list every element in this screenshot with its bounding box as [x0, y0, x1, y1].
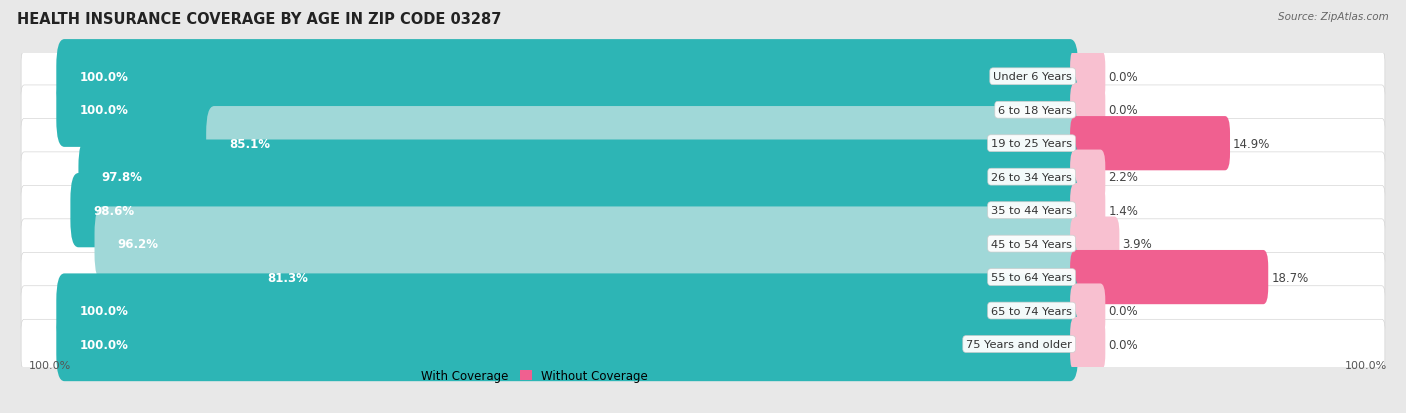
FancyBboxPatch shape [21, 219, 1385, 269]
Text: 100.0%: 100.0% [79, 304, 128, 317]
Text: 98.6%: 98.6% [94, 204, 135, 217]
Text: 100.0%: 100.0% [30, 360, 72, 370]
FancyBboxPatch shape [1070, 150, 1105, 204]
FancyBboxPatch shape [21, 152, 1385, 202]
FancyBboxPatch shape [70, 173, 1078, 248]
FancyBboxPatch shape [21, 286, 1385, 335]
Text: 97.8%: 97.8% [101, 171, 142, 184]
Text: 0.0%: 0.0% [1108, 71, 1137, 83]
Text: 1.4%: 1.4% [1108, 204, 1139, 217]
FancyBboxPatch shape [1070, 83, 1105, 138]
Text: 100.0%: 100.0% [1344, 360, 1386, 370]
FancyBboxPatch shape [56, 40, 1078, 114]
FancyBboxPatch shape [207, 107, 1078, 181]
Text: 14.9%: 14.9% [1233, 138, 1271, 150]
Text: 35 to 44 Years: 35 to 44 Years [991, 206, 1073, 216]
Text: 100.0%: 100.0% [79, 104, 128, 117]
Text: 26 to 34 Years: 26 to 34 Years [991, 172, 1073, 182]
FancyBboxPatch shape [21, 52, 1385, 102]
FancyBboxPatch shape [1070, 217, 1119, 271]
FancyBboxPatch shape [21, 253, 1385, 302]
FancyBboxPatch shape [56, 307, 1078, 381]
Text: 18.7%: 18.7% [1271, 271, 1309, 284]
Text: 2.2%: 2.2% [1108, 171, 1139, 184]
Text: 55 to 64 Years: 55 to 64 Years [991, 273, 1073, 282]
Text: Source: ZipAtlas.com: Source: ZipAtlas.com [1278, 12, 1389, 22]
Text: 85.1%: 85.1% [229, 138, 270, 150]
Text: 100.0%: 100.0% [79, 338, 128, 351]
Text: 0.0%: 0.0% [1108, 338, 1137, 351]
Text: 6 to 18 Years: 6 to 18 Years [998, 105, 1073, 116]
FancyBboxPatch shape [1070, 50, 1105, 104]
FancyBboxPatch shape [1070, 184, 1105, 237]
FancyBboxPatch shape [1070, 250, 1268, 304]
FancyBboxPatch shape [21, 119, 1385, 169]
Text: 19 to 25 Years: 19 to 25 Years [991, 139, 1073, 149]
Text: 0.0%: 0.0% [1108, 304, 1137, 317]
Text: 75 Years and older: 75 Years and older [966, 339, 1073, 349]
FancyBboxPatch shape [94, 207, 1078, 281]
Text: 100.0%: 100.0% [79, 71, 128, 83]
FancyBboxPatch shape [56, 274, 1078, 348]
FancyBboxPatch shape [21, 86, 1385, 135]
FancyBboxPatch shape [1070, 284, 1105, 338]
Text: 45 to 54 Years: 45 to 54 Years [991, 239, 1073, 249]
Legend: With Coverage, Without Coverage: With Coverage, Without Coverage [395, 364, 652, 387]
Text: 65 to 74 Years: 65 to 74 Years [991, 306, 1073, 316]
FancyBboxPatch shape [21, 186, 1385, 235]
FancyBboxPatch shape [245, 240, 1078, 314]
FancyBboxPatch shape [56, 74, 1078, 147]
Text: 0.0%: 0.0% [1108, 104, 1137, 117]
FancyBboxPatch shape [21, 320, 1385, 369]
Text: 81.3%: 81.3% [267, 271, 308, 284]
Text: 96.2%: 96.2% [118, 237, 159, 251]
FancyBboxPatch shape [1070, 117, 1230, 171]
Text: Under 6 Years: Under 6 Years [993, 72, 1073, 82]
FancyBboxPatch shape [79, 140, 1078, 214]
Text: 3.9%: 3.9% [1122, 237, 1152, 251]
FancyBboxPatch shape [1070, 317, 1105, 371]
Text: HEALTH INSURANCE COVERAGE BY AGE IN ZIP CODE 03287: HEALTH INSURANCE COVERAGE BY AGE IN ZIP … [17, 12, 502, 27]
